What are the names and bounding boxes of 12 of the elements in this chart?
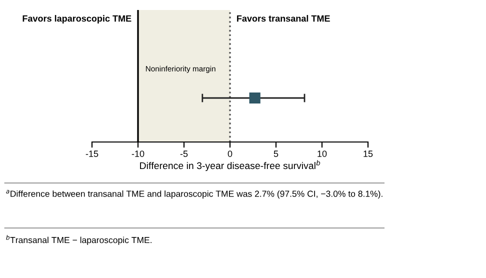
x-tick-label: 10 bbox=[318, 150, 327, 157]
x-tick-label: 15 bbox=[364, 150, 373, 157]
annotation: Favors laparoscopic TME bbox=[22, 15, 132, 24]
x-tick-label: -10 bbox=[132, 150, 144, 157]
x-tick-label: 5 bbox=[274, 150, 278, 157]
x-axis-title: Difference in 3-year disease-free survival$^{b}$ bbox=[140, 160, 320, 172]
text: $^{a}$Difference between transanal TME and laparoscopic TME was 2.7% (97.5% CI, −3.0% to 8.1%). bbox=[6, 190, 382, 199]
text: $^{b}$Transanal TME − laparoscopic TME. bbox=[6, 235, 152, 245]
x-tick-label: -5 bbox=[180, 150, 188, 157]
x-tick-label: 0 bbox=[228, 150, 232, 157]
x-tick-label: -15 bbox=[86, 150, 98, 157]
annotation: Favors transanal TME bbox=[237, 15, 330, 22]
